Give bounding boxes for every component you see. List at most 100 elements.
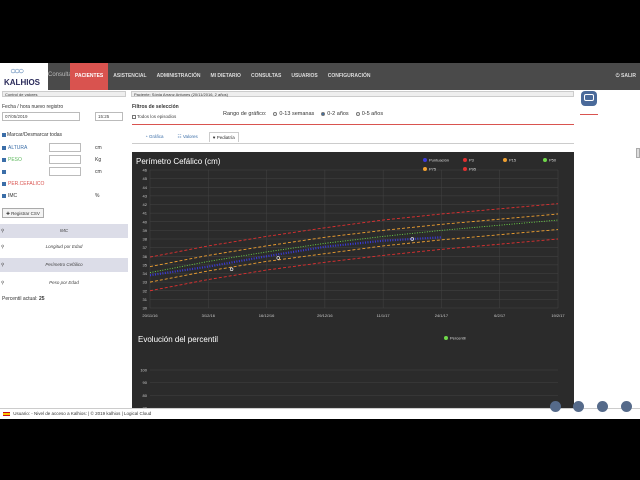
x-tick-label: 19/2/17 xyxy=(551,313,565,318)
float-help-button[interactable] xyxy=(621,401,632,412)
register-csv-button[interactable]: ✚ Registrar CSV xyxy=(2,208,44,218)
measure-input[interactable] xyxy=(49,155,81,164)
measure-checkbox[interactable] xyxy=(2,193,7,199)
y-tick-label: 100 xyxy=(140,368,147,373)
legend-label: P75 xyxy=(429,167,437,172)
tab-1[interactable]: ☷ Valores xyxy=(175,132,201,142)
float-car-button[interactable] xyxy=(597,401,608,412)
spain-flag-icon[interactable] xyxy=(3,411,10,416)
checkbox-icon xyxy=(132,114,136,119)
logout-button[interactable]: ⏻ SALIR xyxy=(615,73,636,79)
range-option-1[interactable]: 0-2 años xyxy=(321,111,349,117)
x-tick-label: 3/12/16 xyxy=(202,313,216,318)
x-tick-label: 24/1/17 xyxy=(435,313,449,318)
range-option-2[interactable]: 0-5 años xyxy=(355,111,384,117)
range-option-label: 0-13 semanas xyxy=(279,111,315,117)
y-tick-label: 32 xyxy=(143,288,148,293)
nav-item-5[interactable]: USUARIOS xyxy=(291,73,318,79)
mark-all-checkbox[interactable]: Marcar/Desmarcar todas xyxy=(2,132,62,138)
measure-unit: cm xyxy=(95,169,102,175)
data-point xyxy=(410,237,414,241)
measure-checkbox[interactable] xyxy=(2,145,7,151)
measure-checkbox[interactable] xyxy=(2,181,7,187)
register-csv-label: Registrar CSV xyxy=(11,211,40,216)
band-imc[interactable]: ⚲ IMC xyxy=(0,224,128,238)
chat-button[interactable] xyxy=(581,91,597,106)
top-navbar: ○○○ KALHIOS Consulta PACIENTES ASISTENCIA… xyxy=(0,63,640,90)
tab-icon: ♥ xyxy=(212,135,216,140)
time-input[interactable]: 15:25 xyxy=(95,112,123,121)
y-tick-label: 90 xyxy=(143,380,148,385)
band-perimetro[interactable]: ⚲ Perímetro Cefálico xyxy=(0,258,128,272)
measure-row: PER.CEFALICO xyxy=(2,179,126,189)
legend-swatch xyxy=(463,158,467,162)
app-window: ○○○ KALHIOS Consulta PACIENTES ASISTENCIA… xyxy=(0,63,640,419)
nav-item-3[interactable]: MI DIETARIO xyxy=(210,73,241,79)
percentile-readout: Percentil actual: 25 xyxy=(2,296,45,302)
tab-0[interactable]: ◔ Gráfica xyxy=(142,132,167,142)
divider xyxy=(132,124,574,125)
kalhios-logo[interactable]: ○○○ KALHIOS xyxy=(0,63,48,90)
data-point xyxy=(276,256,280,260)
checkbox-icon xyxy=(2,181,6,186)
nav-item-4[interactable]: CONSULTAS xyxy=(250,73,282,79)
series-line-p75 xyxy=(149,213,559,268)
scroll-handle[interactable] xyxy=(636,148,640,158)
legend-swatch xyxy=(543,158,547,162)
filters-title: Filtros de selección xyxy=(132,104,179,110)
legend-label: Puntuación xyxy=(429,158,449,163)
y-tick-label: 39 xyxy=(143,228,148,233)
percentile-value: 25 xyxy=(38,296,45,302)
series-line-puntuación xyxy=(149,236,442,277)
tab-icon: ◔ xyxy=(145,134,148,139)
x-tick-label: 6/2/17 xyxy=(494,313,506,318)
y-tick-label: 34 xyxy=(143,271,148,276)
footer-access: Nivel de acceso a Kalhios: xyxy=(34,411,87,416)
legend-label: P15 xyxy=(509,158,517,163)
logo-rings-icon: ○○○ xyxy=(10,66,24,77)
float-settings-button[interactable] xyxy=(573,401,584,412)
range-option-0[interactable]: 0-13 semanas xyxy=(273,111,314,117)
nav-item-6[interactable]: CONFIGURACIÓN xyxy=(327,73,371,79)
measure-row: ALTURA cm xyxy=(2,143,126,153)
x-tick-label: 16/12/16 xyxy=(259,313,275,318)
measure-input[interactable] xyxy=(49,143,81,152)
y-tick-label: 37 xyxy=(143,245,148,250)
measure-input[interactable] xyxy=(49,167,81,176)
checkbox-icon xyxy=(2,169,6,174)
data-point xyxy=(229,267,234,271)
measure-checkbox[interactable] xyxy=(2,157,7,163)
tab-divider xyxy=(132,143,574,144)
measure-checkbox[interactable] xyxy=(2,169,7,175)
footer: Usuario: - Nivel de acceso a Kalhios: | … xyxy=(0,408,640,419)
rail-divider xyxy=(580,114,598,115)
date-input[interactable]: 07/05/2019 xyxy=(2,112,80,121)
series-line-p15 xyxy=(149,229,559,283)
all-episodes-checkbox[interactable]: Todos los episodios xyxy=(132,114,176,119)
date-label: Fecha / hora nuevo registro xyxy=(2,104,64,110)
footer-copyright: © 2019 kalhios xyxy=(90,411,121,416)
chat-icon xyxy=(584,94,594,101)
radio-icon xyxy=(321,111,326,116)
search-icon: ⚲ xyxy=(1,280,5,285)
legend-swatch xyxy=(503,158,507,162)
float-print-button[interactable] xyxy=(550,401,561,412)
measure-row: IMC % xyxy=(2,191,126,201)
measure-label: IMC xyxy=(8,193,18,199)
nav-item-2[interactable]: ADMINISTRACIÓN xyxy=(156,73,201,79)
band-peso[interactable]: ⚲ Peso por Edad xyxy=(0,276,128,290)
legend-label: P3 xyxy=(469,158,475,163)
y-tick-label: 80 xyxy=(143,393,148,398)
y-tick-label: 40 xyxy=(143,219,148,224)
right-panel: Paciente: Sónia Arranz Antunes (20/11/20… xyxy=(128,90,580,411)
band-longitud[interactable]: ⚲ Longitud por Edad xyxy=(0,240,128,254)
tab-icon: ☷ xyxy=(177,134,182,139)
range-option-label: 0-5 años xyxy=(361,111,384,117)
nav-item-1[interactable]: ASISTENCIAL xyxy=(113,73,147,79)
nav-item-0[interactable]: PACIENTES xyxy=(70,63,109,90)
measure-row: PESO Kg xyxy=(2,155,126,165)
x-tick-label: 29/12/16 xyxy=(317,313,333,318)
tab-2[interactable]: ♥ Pediatría xyxy=(208,132,239,142)
y-tick-label: 30 xyxy=(143,306,148,311)
legend-label: P95 xyxy=(469,167,477,172)
